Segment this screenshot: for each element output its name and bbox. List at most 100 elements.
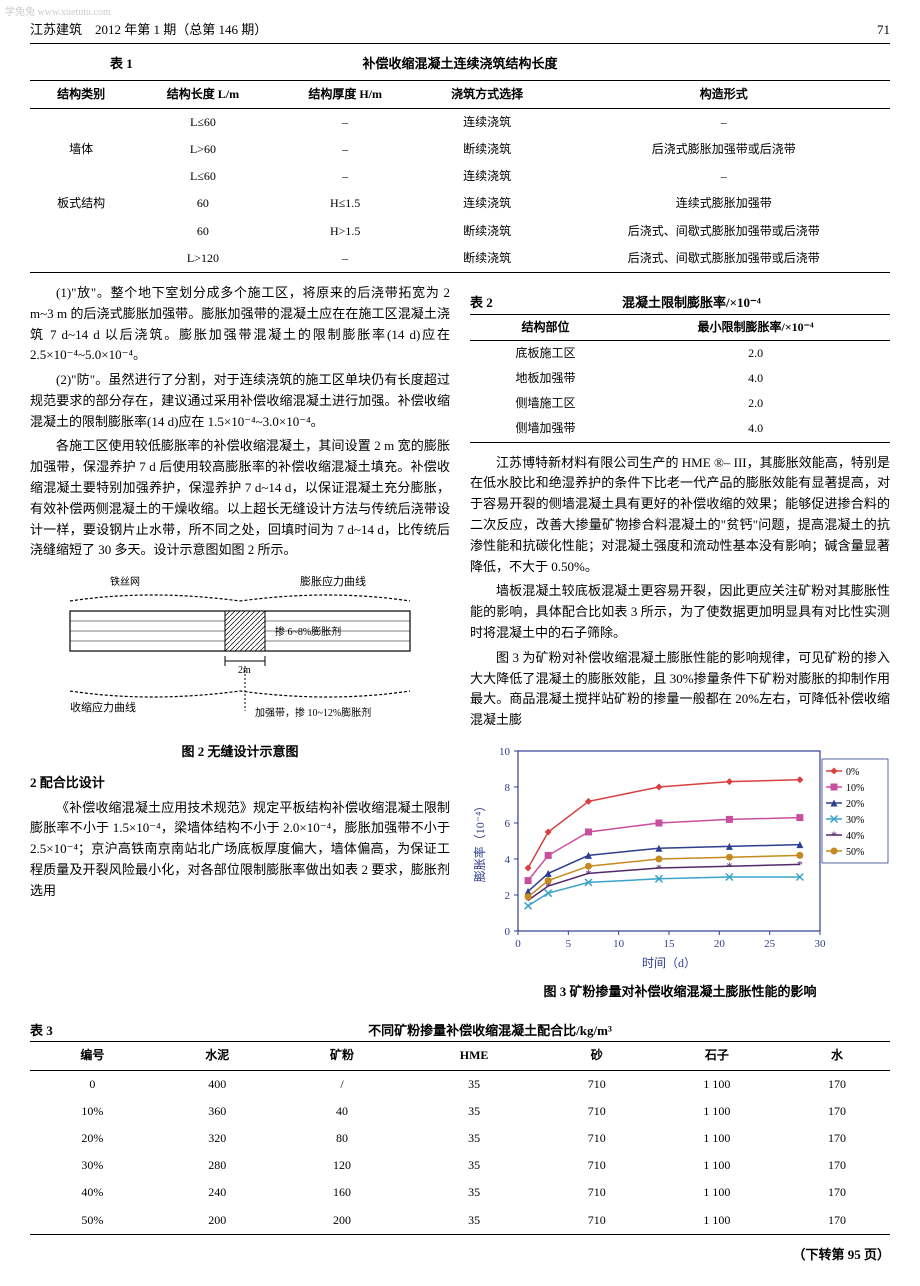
para-methods: 各施工区使用较低膨胀率的补偿收缩混凝土，其间设置 2 m 宽的膨胀加强带，保湿养… — [30, 436, 450, 561]
table-cell: 连续浇筑 — [417, 163, 558, 190]
svg-text:*: * — [797, 857, 803, 871]
table-row: 板式结构60H≤1.5连续浇筑连续式膨胀加强带 — [30, 190, 890, 217]
table-row: L≤60–连续浇筑– — [30, 108, 890, 136]
svg-text:0: 0 — [505, 926, 511, 938]
table-cell — [30, 245, 132, 273]
table-cell: 30% — [30, 1152, 155, 1179]
svg-text:50%: 50% — [846, 847, 864, 858]
journal-name: 江苏建筑 — [30, 22, 82, 37]
table-cell: 2.0 — [621, 391, 890, 416]
table-2-grid: 结构部位最小限制膨胀率/×10⁻⁴底板施工区2.0地板加强带4.0侧墙施工区2.… — [470, 314, 890, 443]
figure-2-caption: 图 2 无缝设计示意图 — [30, 742, 450, 763]
fig2-label-tr: 膨胀应力曲线 — [300, 574, 366, 588]
table-cell: 连续式膨胀加强带 — [557, 190, 890, 217]
table-row: 墙体L>60–断续浇筑后浇式膨胀加强带或后浇带 — [30, 136, 890, 163]
table-cell: 1 100 — [650, 1152, 784, 1179]
table-cell: 170 — [784, 1098, 890, 1125]
svg-text:6: 6 — [505, 818, 511, 830]
svg-text:8: 8 — [505, 782, 511, 794]
table-cell: 160 — [280, 1179, 405, 1206]
para-fig3: 图 3 为矿粉对补偿收缩混凝土膨胀性能的影响规律，可见矿粉的掺入大大降低了混凝土… — [470, 648, 890, 731]
issue-info: 2012 年第 1 期（总第 146 期） — [95, 22, 267, 37]
table-cell: H>1.5 — [274, 218, 417, 245]
svg-text:25: 25 — [764, 938, 776, 950]
table-row: 0400/357101 100170 — [30, 1070, 890, 1098]
svg-text:30%: 30% — [846, 815, 864, 826]
table-cell: 710 — [544, 1125, 650, 1152]
table-3-title: 不同矿粉掺量补偿收缩混凝土配合比/kg/m³ — [90, 1021, 890, 1042]
svg-text:15: 15 — [664, 938, 676, 950]
table-row: L≤60–连续浇筑– — [30, 163, 890, 190]
table-header: 石子 — [650, 1042, 784, 1070]
table-cell — [30, 108, 132, 136]
table-cell: 后浇式、间歇式膨胀加强带或后浇带 — [557, 245, 890, 273]
table-row: 30%280120357101 100170 — [30, 1152, 890, 1179]
table-cell: 底板施工区 — [470, 340, 621, 366]
table-1: 表 1 补偿收缩混凝土连续浇筑结构长度 结构类别结构长度 L/m结构厚度 H/m… — [30, 54, 890, 273]
table-cell: H≤1.5 — [274, 190, 417, 217]
table-header: 结构部位 — [470, 314, 621, 340]
table-row: 10%36040357101 100170 — [30, 1098, 890, 1125]
table-row: 60H>1.5断续浇筑后浇式、间歇式膨胀加强带或后浇带 — [30, 218, 890, 245]
table-cell: 20% — [30, 1125, 155, 1152]
table-cell: 40 — [280, 1098, 405, 1125]
figure-3-caption: 图 3 矿粉掺量对补偿收缩混凝土膨胀性能的影响 — [470, 982, 890, 1003]
table-header: 水泥 — [155, 1042, 280, 1070]
fig2-br: 加强带，掺 10~12%膨胀剂 — [255, 706, 371, 719]
table-2-title: 混凝土限制膨胀率/×10⁻⁴ — [493, 293, 890, 314]
table-cell: 60 — [132, 218, 273, 245]
svg-text:*: * — [831, 828, 837, 842]
fig2-mid: 掺 6~8%膨胀剂 — [275, 625, 341, 638]
para-wall: 墙板混凝土较底板混凝土更容易开裂，因此更应关注矿粉对其膨胀性能的影响，具体配合比… — [470, 581, 890, 643]
para-fang2: (2)"防"。虽然进行了分割，对于连续浇筑的施工区单块仍有长度超过规范要求的部分… — [30, 370, 450, 432]
table-1-label: 表 1 — [110, 54, 133, 75]
svg-text:4: 4 — [505, 854, 511, 866]
table-cell: 40% — [30, 1179, 155, 1206]
table-cell: 1 100 — [650, 1179, 784, 1206]
table-cell: 4.0 — [621, 366, 890, 391]
right-column: 表 2 混凝土限制膨胀率/×10⁻⁴ 结构部位最小限制膨胀率/×10⁻⁴底板施工… — [470, 283, 890, 1013]
table-cell: 170 — [784, 1152, 890, 1179]
table-cell: 地板加强带 — [470, 366, 621, 391]
table-cell: 710 — [544, 1152, 650, 1179]
svg-text:膨胀率（10⁻⁴）: 膨胀率（10⁻⁴） — [472, 800, 487, 883]
table-cell: 侧墙施工区 — [470, 391, 621, 416]
table-cell: 400 — [155, 1070, 280, 1098]
table-cell: 120 — [280, 1152, 405, 1179]
table-cell: – — [274, 136, 417, 163]
table-cell: – — [274, 245, 417, 273]
table-cell: – — [274, 108, 417, 136]
svg-text:0: 0 — [515, 938, 521, 950]
table-cell: 50% — [30, 1207, 155, 1235]
table-cell: 35 — [404, 1098, 543, 1125]
table-cell: 连续浇筑 — [417, 108, 558, 136]
table-cell: 60 — [132, 190, 273, 217]
watermark: 学兔兔 www.xuetutu.com — [5, 5, 111, 21]
svg-text:10: 10 — [613, 938, 625, 950]
table-3-grid: 编号水泥矿粉HME砂石子水0400/357101 10017010%360403… — [30, 1041, 890, 1234]
table-cell: 断续浇筑 — [417, 218, 558, 245]
table-row: 底板施工区2.0 — [470, 340, 890, 366]
table-cell: 280 — [155, 1152, 280, 1179]
table-cell: – — [274, 163, 417, 190]
table-cell: 后浇式膨胀加强带或后浇带 — [557, 136, 890, 163]
section-2-title: 2 配合比设计 — [30, 773, 450, 794]
table-header: 结构长度 L/m — [132, 80, 273, 108]
svg-text:10%: 10% — [846, 783, 864, 794]
table-cell: 170 — [784, 1207, 890, 1235]
table-1-title: 补偿收缩混凝土连续浇筑结构长度 — [362, 54, 557, 75]
table-2-label: 表 2 — [470, 293, 493, 314]
table-3: 表 3 不同矿粉掺量补偿收缩混凝土配合比/kg/m³ 编号水泥矿粉HME砂石子水… — [30, 1021, 890, 1235]
page-number: 71 — [877, 20, 890, 41]
table-2: 表 2 混凝土限制膨胀率/×10⁻⁴ 结构部位最小限制膨胀率/×10⁻⁴底板施工… — [470, 293, 890, 443]
svg-text:40%: 40% — [846, 831, 864, 842]
table-row: 侧墙施工区2.0 — [470, 391, 890, 416]
table-cell: 1 100 — [650, 1070, 784, 1098]
table-cell: 710 — [544, 1070, 650, 1098]
table-cell: 80 — [280, 1125, 405, 1152]
footer-continuation: （下转第 95 页） — [30, 1245, 890, 1266]
table-cell: 35 — [404, 1207, 543, 1235]
table-row: 20%32080357101 100170 — [30, 1125, 890, 1152]
svg-text:时间（d）: 时间（d） — [642, 956, 696, 970]
table-cell: 2.0 — [621, 340, 890, 366]
